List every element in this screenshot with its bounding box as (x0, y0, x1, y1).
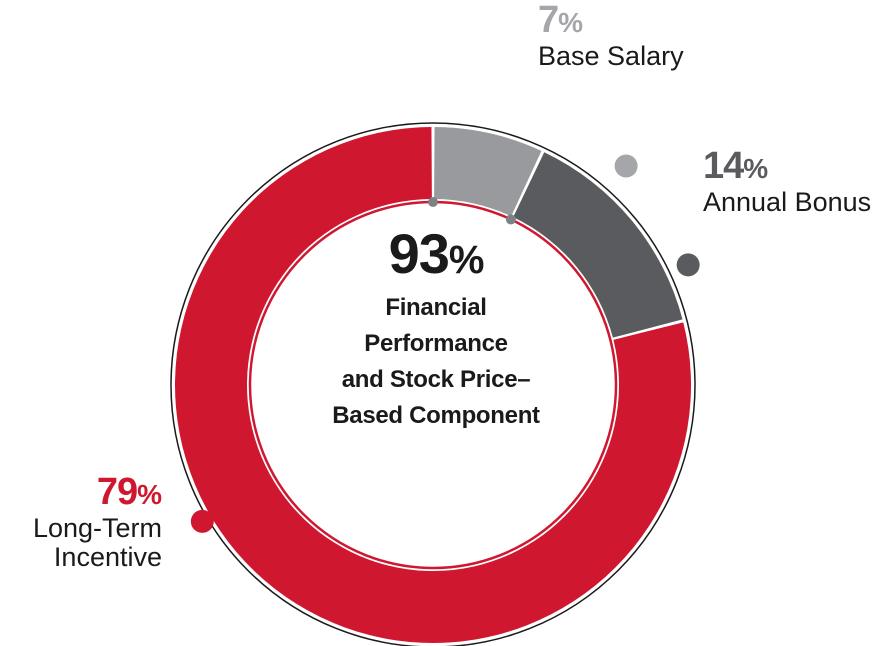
label-long-term-incentive: 79% Long-Term Incentive (0, 471, 162, 573)
label-annual-bonus: 14% Annual Bonus (703, 145, 872, 217)
slice-base (434, 127, 542, 217)
base-salary-percent-sign: % (558, 7, 584, 38)
base-salary-label: Base Salary (538, 40, 684, 71)
legend-dot-lti (190, 509, 214, 533)
center-caption: Financial Performance and Stock Price– B… (286, 290, 586, 434)
inner-ring-marker (505, 214, 516, 225)
base-salary-percent: 7 (538, 0, 559, 41)
annual-bonus-label: Annual Bonus (703, 186, 872, 217)
label-base-salary: 7% Base Salary (538, 0, 684, 71)
lti-percent: 79 (96, 471, 138, 513)
lti-label: Long-Term Incentive (32, 512, 162, 573)
outer-ring (170, 122, 696, 646)
inner-ring-marker (428, 197, 438, 207)
legend-dot-bonus (676, 253, 700, 277)
center-percent: 93% (286, 226, 586, 282)
annual-bonus-percent-sign: % (743, 153, 769, 184)
legend-dot-base (614, 154, 638, 178)
center-percent-sign: % (448, 238, 485, 282)
slice-bonus (513, 152, 683, 338)
center-caption-line: and Stock Price– (341, 366, 531, 393)
center-summary: 93% Financial Performance and Stock Pric… (286, 226, 586, 434)
inner-ring-markers (428, 197, 516, 225)
legend-dots (190, 154, 700, 533)
center-caption-line: Performance (364, 330, 508, 357)
center-caption-line: Based Component (332, 402, 540, 429)
lti-percent-sign: % (137, 479, 162, 510)
center-caption-line: Financial (385, 294, 487, 321)
donut-slices (174, 127, 691, 644)
annual-bonus-percent: 14 (703, 145, 744, 187)
center-percent-value: 93 (388, 222, 450, 285)
